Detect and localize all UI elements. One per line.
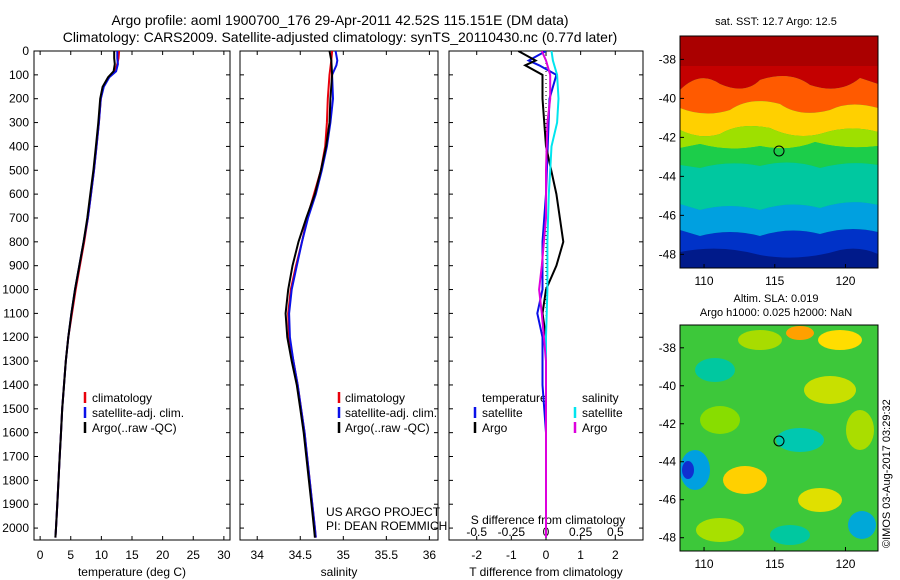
difference-xtick-label: 1 [577,548,584,562]
depth-tick-label: 500 [9,163,29,177]
salinity-xtick-label: 35.5 [375,548,399,562]
sla-map-ytick-label: -38 [659,341,677,355]
depth-tick-label: 1200 [2,330,29,344]
difference-s-xtick-label: 0.25 [569,525,593,539]
depth-tick-label: 400 [9,139,29,153]
depth-tick-label: 1000 [2,283,29,297]
temperature-xtick-label: 10 [95,548,109,562]
depth-tick-label: 1300 [2,354,29,368]
depth-tick-label: 700 [9,211,29,225]
depth-tick-label: 300 [9,116,29,130]
depth-tick-label: 900 [9,259,29,273]
depth-tick-label: 1900 [2,497,29,511]
difference-legend-s-argo: Argo [582,421,608,435]
depth-tick-label: 600 [9,187,29,201]
salinity-legend-climatology: climatology [345,391,405,405]
sla-map [679,324,879,552]
figure-title-line2: Climatology: CARS2009. Satellite-adjuste… [62,29,618,45]
temperature-xtick-label: 0 [37,548,44,562]
difference-s-xtick-label: -0.5 [466,525,487,539]
depth-tick-label: 1500 [2,402,29,416]
sla-map-ytick-label: -42 [659,417,677,431]
depth-tick-label: 2000 [2,521,29,535]
difference-xtick-label: -1 [506,548,517,562]
sla-map-ytick-label: -40 [659,379,677,393]
temperature-xtick-label: 15 [125,548,139,562]
sla-map-xtick-label: 110 [694,557,713,571]
chart-marks: 0100200300400500600700800900100011001200… [2,44,856,571]
temperature-xtick-label: 20 [156,548,170,562]
depth-tick-label: 0 [22,44,29,58]
sst-map-title: sat. SST: 12.7 Argo: 12.5 [715,16,837,28]
difference-xtick-label: 0 [543,548,550,562]
salinity-series-argo-raw-qc- [284,51,334,538]
difference-xtick-label: -2 [471,548,482,562]
depth-tick-label: 1100 [3,306,29,320]
difference-s-xtick-label: 0.5 [607,525,624,539]
sla-map-ytick-label: -46 [659,493,677,507]
difference-xlabel-s: S difference from climatology [471,513,626,527]
salinity-legend-argo: Argo(..raw -QC) [345,421,430,435]
depth-tick-label: 200 [9,92,29,106]
sla-map-title-line1: Altim. SLA: 0.019 [734,293,819,305]
difference-legend: temperature salinity satellite Argo sate… [473,391,623,435]
sst-argo-location-marker [773,145,785,157]
sst-map-ytick-label: -44 [659,169,677,183]
sla-map-ytick-label: -48 [659,531,677,545]
difference-s-xtick-label: -0.25 [498,525,526,539]
sst-map-ytick-label: -46 [659,208,677,222]
sla-map-title-line2: Argo h1000: 0.025 h2000: NaN [700,307,852,319]
sla-map-ytick-label: -44 [659,455,677,469]
depth-tick-label: 1400 [2,378,29,392]
sst-map-xtick-label: 115 [765,274,784,288]
temperature-legend: climatology satellite-adj. clim. Argo(..… [83,391,184,435]
depth-tick-label: 800 [9,235,29,249]
sst-map [679,35,879,269]
salinity-xlabel: salinity [321,565,358,579]
sst-map-ytick-label: -42 [659,130,677,144]
temperature-xtick-label: 30 [217,548,231,562]
temperature-legend-climatology: climatology [92,391,152,405]
salinity-xtick-label: 34 [251,548,265,562]
salinity-annotation-line1: US ARGO PROJECT [326,505,441,519]
sla-map-xtick-label: 115 [765,557,784,571]
depth-tick-label: 1700 [2,450,29,464]
sla-argo-location-marker [773,435,785,447]
difference-legend-t-argo: Argo [482,421,508,435]
sst-map-ytick-label: -40 [659,91,677,105]
temperature-plot-frame [33,50,231,541]
salinity-legend-satellite: satellite-adj. clim. [345,406,437,420]
salinity-xtick-label: 34.5 [289,548,313,562]
difference-xlabel-t: T difference from climatology [469,565,623,579]
credit-text: ©IMOS 03-Aug-2017 03:29:32 [881,399,893,548]
difference-legend-t-title: temperature [482,391,547,405]
temperature-legend-satellite: satellite-adj. clim. [92,406,184,420]
sst-map-ytick-label: -38 [659,52,677,66]
difference-legend-s-title: salinity [582,391,619,405]
temperature-legend-argo: Argo(..raw -QC) [92,421,177,435]
difference-xtick-label: 2 [612,548,619,562]
depth-tick-label: 100 [9,68,29,82]
salinity-legend: climatology satellite-adj. clim. Argo(..… [337,391,437,435]
sla-map-xtick-label: 120 [835,557,855,571]
difference-legend-t-satellite: satellite [482,406,523,420]
salinity-annotation-line2: PI: DEAN ROEMMICH [326,519,447,533]
salinity-xtick-label: 35 [337,548,351,562]
sst-map-xtick-label: 120 [835,274,855,288]
temperature-xtick-label: 25 [187,548,201,562]
difference-series-s-argo [538,51,552,538]
difference-series-t-satellite [526,51,558,538]
difference-legend-s-satellite: satellite [582,406,623,420]
temperature-xlabel: temperature (deg C) [78,565,186,579]
sst-map-ytick-label: -48 [659,247,677,261]
depth-tick-label: 1800 [2,473,29,487]
salinity-xtick-label: 36 [423,548,437,562]
temperature-series-argo-raw-qc- [54,51,116,538]
figure-title-line1: Argo profile: aoml 1900700_176 29-Apr-20… [111,12,569,28]
sst-map-xtick-label: 110 [694,274,713,288]
temperature-xtick-label: 5 [67,548,74,562]
depth-tick-label: 1600 [2,426,29,440]
salinity-plot-frame [239,50,439,541]
